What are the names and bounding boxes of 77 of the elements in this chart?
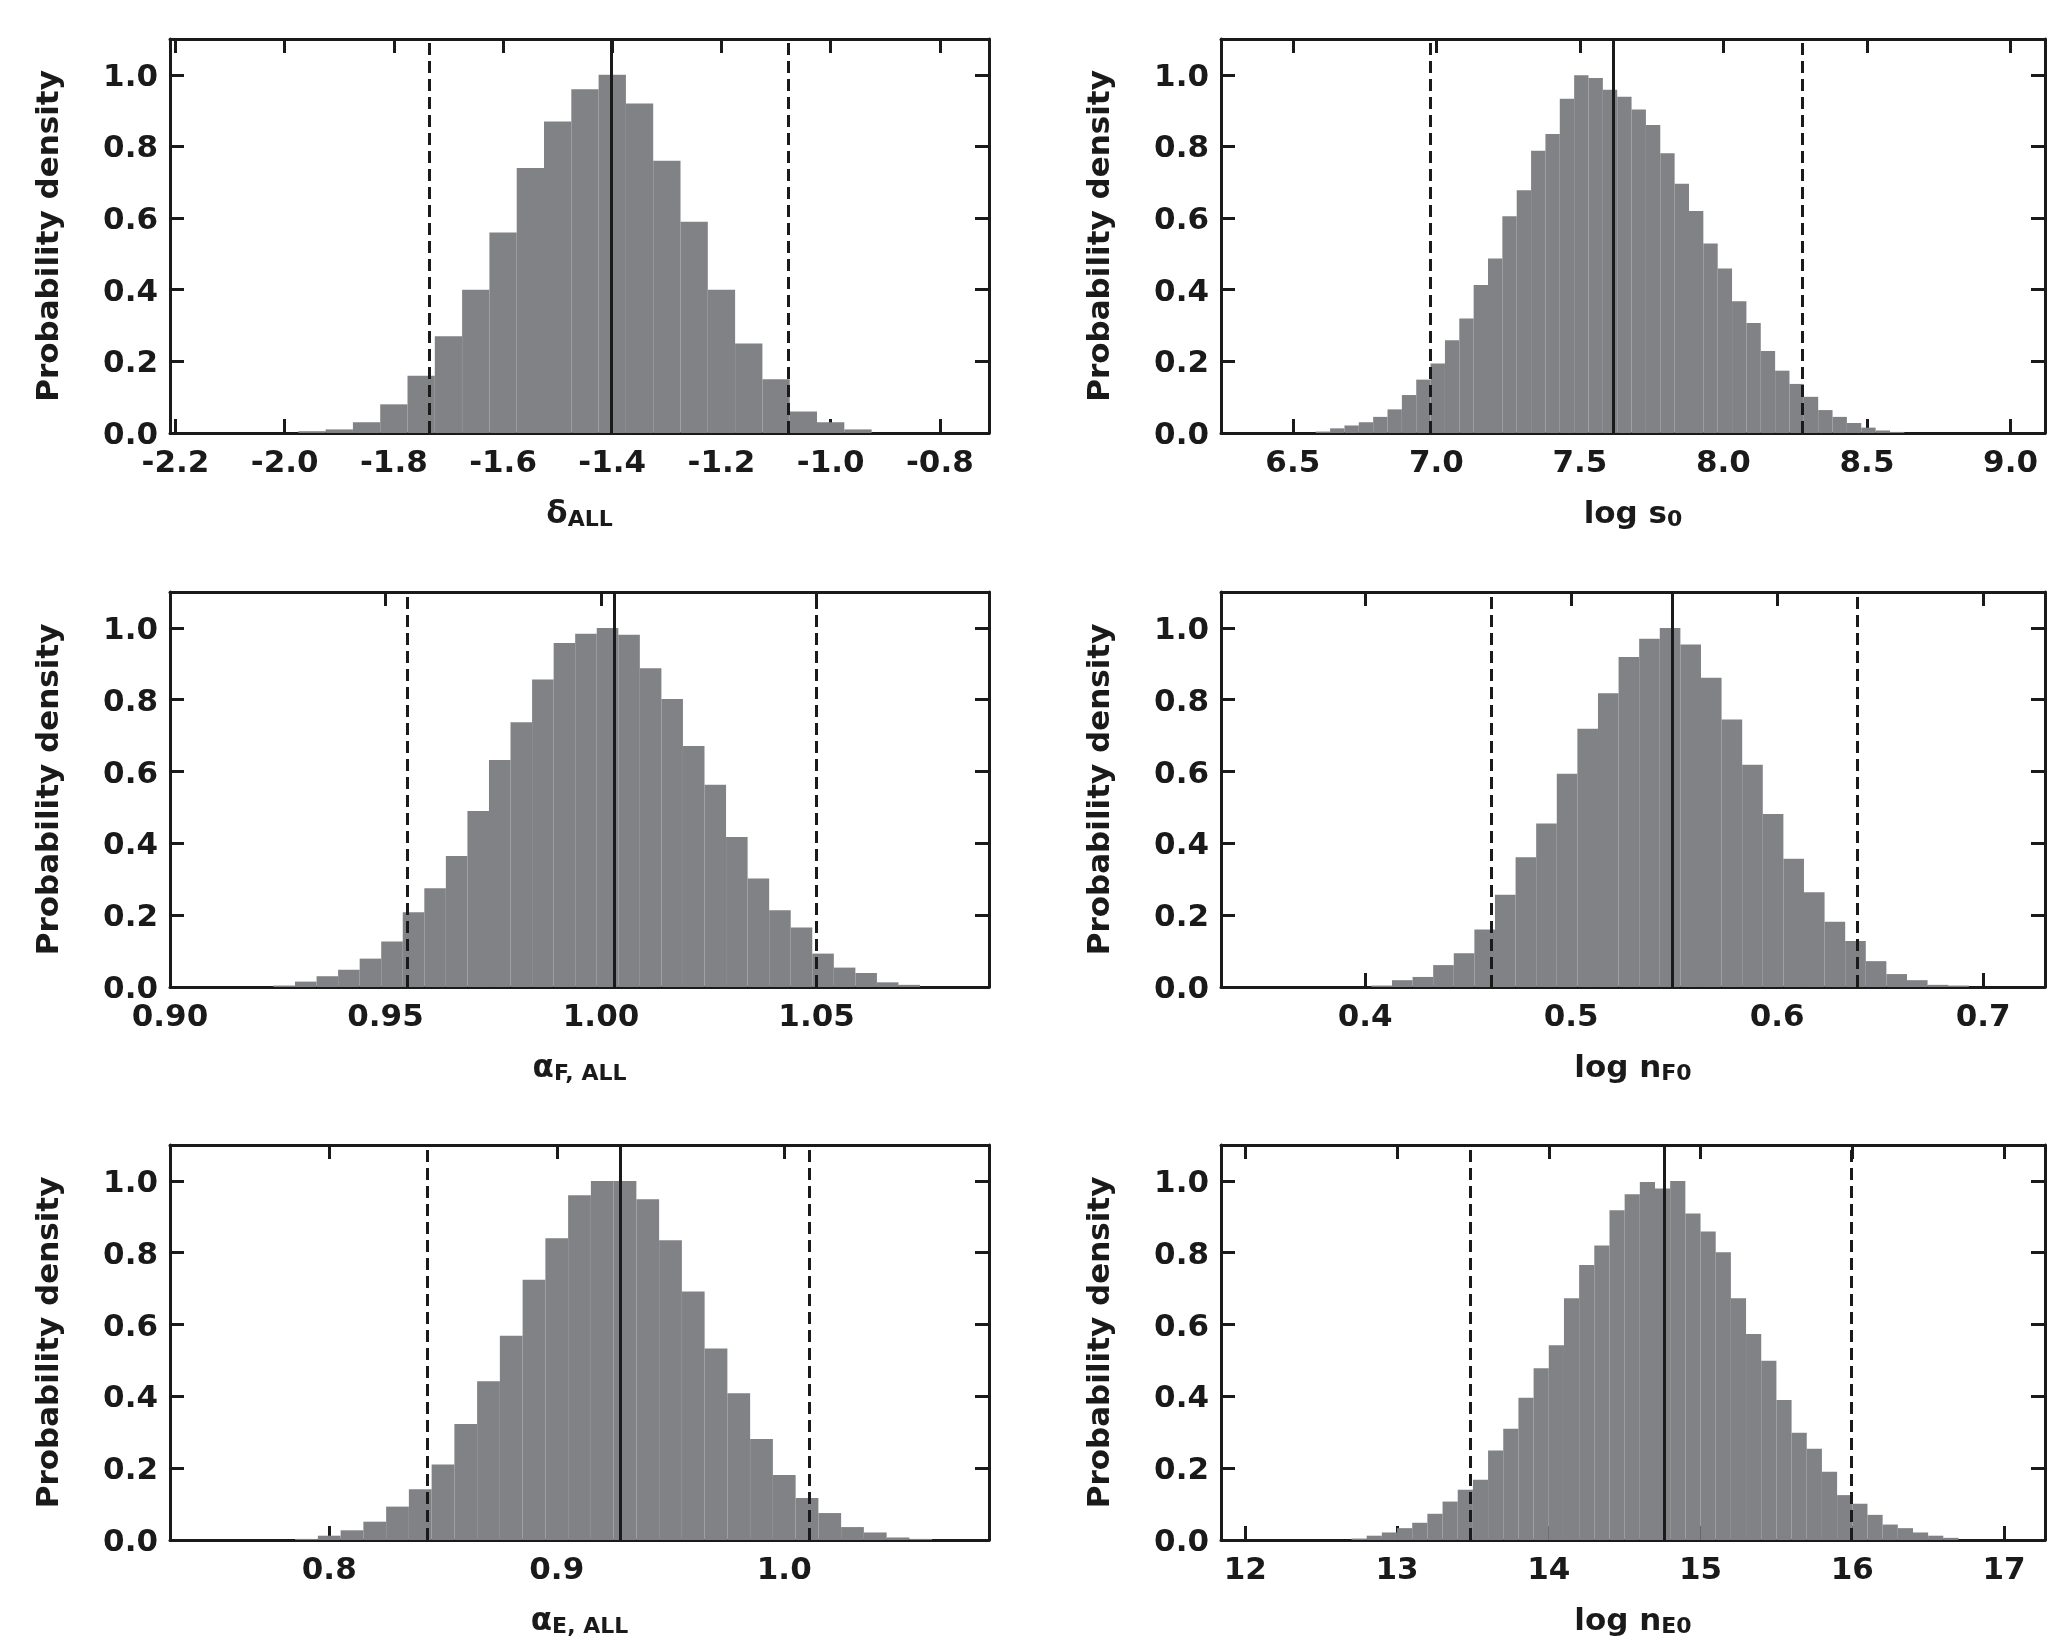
- x-tick-label: -0.8: [905, 442, 974, 479]
- y-tick-label: 0.8: [103, 128, 158, 165]
- x-tick-label: -1.2: [687, 442, 756, 479]
- y-tick-label: 0.2: [103, 343, 158, 380]
- y-tick-label: 0.0: [103, 415, 158, 451]
- y-tick-label: 0.2: [1154, 1450, 1209, 1487]
- x-tick-label: 0.4: [1337, 996, 1393, 1033]
- y-axis-title: Probability density: [1079, 1176, 1116, 1509]
- y-tick-label: 0.0: [1154, 1522, 1209, 1558]
- y-tick-label: 1.0: [103, 609, 158, 646]
- x-tick-label: 0.5: [1543, 996, 1599, 1033]
- y-tick-label: 0.4: [1154, 825, 1209, 862]
- x-tick-label: 16: [1830, 1549, 1874, 1586]
- x-tick-label: 12: [1223, 1549, 1267, 1586]
- x-tick-label: 1.00: [562, 996, 640, 1033]
- x-axis-title: αF, ALL: [532, 1048, 627, 1085]
- y-tick-label: 0.2: [1154, 343, 1209, 380]
- y-tick-label: 0.0: [1154, 969, 1209, 1005]
- x-tick-label: 8.0: [1695, 442, 1751, 479]
- x-tick-label: -1.6: [469, 442, 537, 479]
- y-tick-label: 0.6: [103, 200, 158, 237]
- y-tick-label: 0.4: [103, 271, 158, 308]
- y-axis-title: Probability density: [28, 1176, 65, 1509]
- x-axis-title: log s0: [1583, 494, 1683, 531]
- y-tick-label: 1.0: [1154, 56, 1209, 93]
- y-tick-label: 0.6: [1154, 1306, 1209, 1343]
- y-tick-label: 0.4: [1154, 271, 1209, 308]
- y-tick-label: 0.8: [103, 681, 158, 718]
- x-tick-label: 14: [1527, 1549, 1571, 1586]
- y-tick-label: 0.2: [103, 1450, 158, 1487]
- x-axis-title: αE, ALL: [530, 1601, 629, 1638]
- y-tick-label: 0.2: [1154, 897, 1209, 934]
- y-axis-title: Probability density: [1079, 623, 1116, 956]
- x-tick-label: -1.8: [359, 442, 428, 479]
- y-tick-label: 1.0: [1154, 1162, 1209, 1199]
- y-axis-title: Probability density: [28, 70, 65, 402]
- x-tick-label: 0.7: [1955, 996, 2011, 1033]
- y-tick-label: 1.0: [103, 1162, 158, 1199]
- y-tick-label: 0.4: [103, 1378, 158, 1415]
- x-tick-label: 0.9: [529, 1549, 585, 1586]
- y-tick-label: 0.8: [1154, 681, 1209, 718]
- y-tick-label: 0.6: [1154, 753, 1209, 790]
- x-tick-label: 7.5: [1552, 442, 1608, 479]
- y-tick-label: 0.0: [1154, 415, 1209, 451]
- x-tick-label: 0.8: [301, 1549, 357, 1586]
- y-tick-label: 0.4: [1154, 1378, 1209, 1415]
- x-tick-label: 8.5: [1839, 442, 1895, 479]
- y-tick-label: 1.0: [1154, 609, 1209, 646]
- y-tick-label: 0.2: [103, 897, 158, 934]
- y-tick-label: 0.0: [103, 1522, 158, 1558]
- x-tick-label: 0.95: [347, 996, 424, 1033]
- x-tick-label: 1.0: [756, 1549, 812, 1586]
- x-tick-label: 15: [1678, 1549, 1723, 1586]
- y-tick-label: 0.6: [1154, 200, 1209, 237]
- y-tick-label: 0.0: [103, 969, 158, 1005]
- x-tick-label: 6.5: [1265, 442, 1321, 479]
- x-tick-label: 9.0: [1983, 442, 2039, 479]
- x-tick-label: 1.05: [778, 996, 855, 1033]
- y-tick-label: 0.8: [1154, 128, 1209, 165]
- x-tick-label: -2.0: [250, 442, 319, 479]
- y-tick-label: 0.4: [103, 825, 158, 862]
- x-tick-label: -1.0: [796, 442, 865, 479]
- y-tick-label: 0.6: [103, 1306, 158, 1343]
- x-axis-title: δALL: [546, 494, 613, 531]
- y-tick-label: 1.0: [103, 56, 158, 93]
- y-tick-label: 0.6: [103, 753, 158, 790]
- x-axis-title: log nE0: [1574, 1601, 1692, 1638]
- x-tick-label: 13: [1375, 1549, 1419, 1586]
- x-axis-title: log nF0: [1574, 1048, 1692, 1085]
- y-tick-label: 0.8: [103, 1234, 158, 1271]
- x-tick-label: 7.0: [1408, 442, 1464, 479]
- y-tick-label: 0.8: [1154, 1234, 1209, 1271]
- y-axis-title: Probability density: [28, 623, 65, 956]
- x-tick-label: -1.4: [578, 442, 647, 479]
- x-tick-label: 0.6: [1749, 996, 1805, 1033]
- x-tick-label: 17: [1982, 1549, 2026, 1586]
- y-axis-title: Probability density: [1079, 70, 1116, 402]
